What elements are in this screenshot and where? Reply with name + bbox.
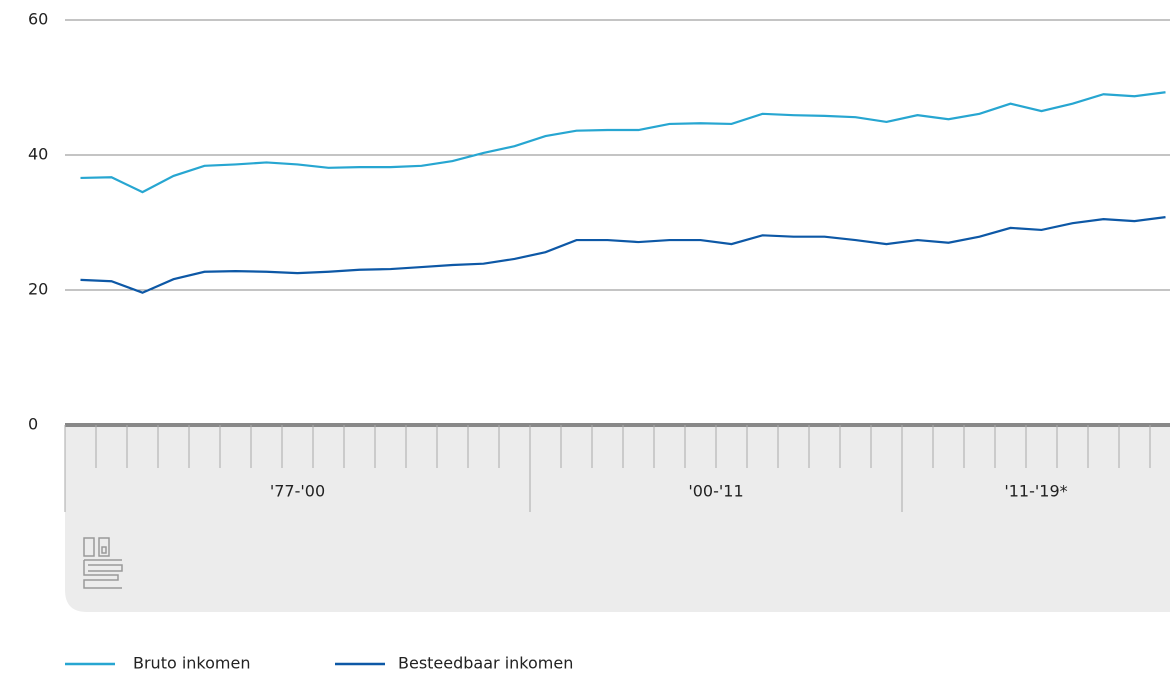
x-group-label: '77-'00 <box>270 482 325 501</box>
legend-label: Bruto inkomen <box>133 654 250 673</box>
x-axis-panel <box>65 425 1170 612</box>
y-tick-label: 60 <box>28 10 48 29</box>
legend-label: Besteedbaar inkomen <box>398 654 573 673</box>
panel-corner <box>65 590 87 612</box>
cbs-logo <box>83 537 123 589</box>
data-line <box>80 216 1166 294</box>
data-line <box>80 91 1166 194</box>
y-tick-label: 20 <box>28 280 48 299</box>
y-tick-label: 0 <box>28 415 38 434</box>
x-group-label: '00-'11 <box>688 482 743 501</box>
x-group-label: '11-'19* <box>1004 482 1067 501</box>
y-tick-label: 40 <box>28 145 48 164</box>
